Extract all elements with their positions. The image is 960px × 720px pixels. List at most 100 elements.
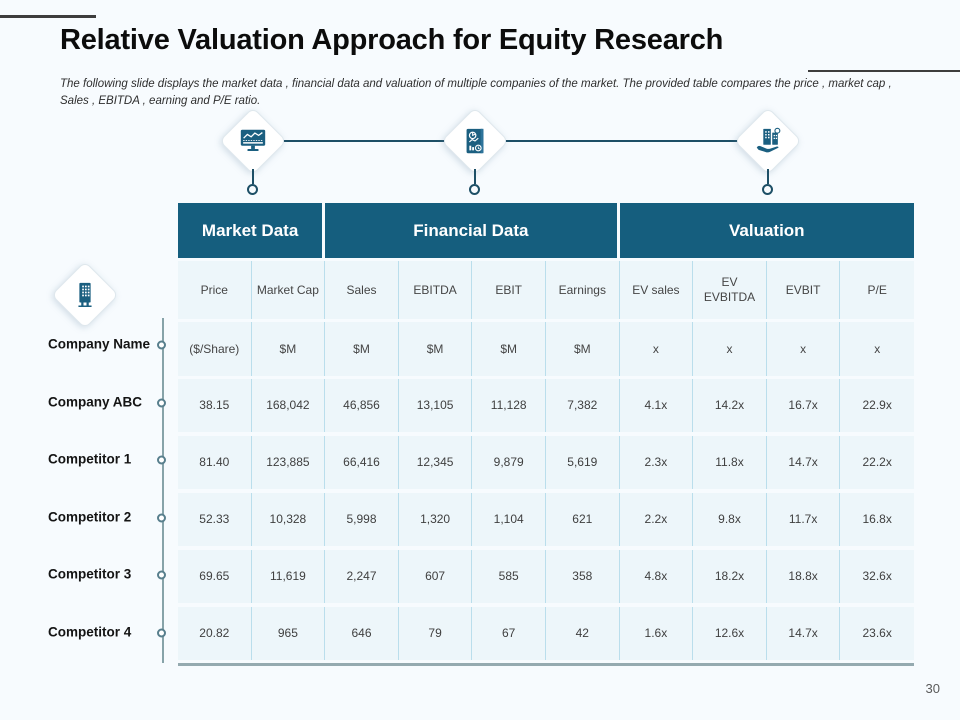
data-cell: 32.6x: [840, 550, 914, 603]
group-header-valuation: Valuation: [619, 203, 914, 258]
data-cell: 14.7x: [766, 436, 841, 489]
data-cell: 14.2x: [693, 379, 767, 432]
data-cell: 607: [398, 550, 473, 603]
row-label-competitor-2: Competitor 2: [48, 509, 132, 525]
row-label-company-abc: Company ABC: [48, 394, 143, 410]
market-data-drop-line: [252, 169, 254, 184]
row-label-company-name: Company Name: [48, 336, 151, 352]
valuation-table: Market Data Financial Data Valuation Price…: [178, 203, 914, 666]
market-data-icon: [240, 129, 266, 152]
rail-circle-company-abc: [157, 398, 166, 407]
table-units-row: ($/Share) $M $M $M $M $M x x x x: [178, 322, 914, 376]
column-header-price: Price: [178, 261, 252, 319]
column-header-earnings: Earnings: [545, 261, 620, 319]
unit-cell: x: [766, 322, 841, 376]
data-cell: 11,619: [251, 550, 326, 603]
table-row-competitor-4: 20.82 965 646 79 67 42 1.6x 12.6x 14.7x 23.6x: [178, 607, 914, 660]
data-cell: 9.8x: [693, 493, 767, 546]
data-cell: 18.2x: [693, 550, 767, 603]
company-diamond: [51, 261, 119, 329]
rail-circle-competitor-2: [157, 513, 166, 522]
row-label-competitor-1: Competitor 1: [48, 451, 132, 467]
table-row-competitor-3: 69.65 11,619 2,247 607 585 358 4.8x 18.2x 18.8x 3…: [178, 550, 914, 603]
data-cell: 5,998: [325, 493, 399, 546]
page-number: 30: [925, 681, 940, 696]
table-group-header-row: Market Data Financial Data Valuation: [178, 203, 914, 258]
company-rail-line: [162, 318, 164, 663]
column-header-ev-sales: EV sales: [619, 261, 694, 319]
valuation-drop-circle: [762, 184, 773, 195]
table-bottom-bar: [178, 663, 914, 666]
slide-subtitle: The following slide displays the market …: [60, 78, 892, 107]
unit-cell: ($/Share): [178, 322, 252, 376]
company-node: [51, 261, 119, 329]
data-cell: 12.6x: [693, 607, 767, 660]
data-cell: 4.1x: [619, 379, 694, 432]
market-data-node: [219, 107, 287, 195]
financial-data-diamond: [441, 107, 509, 175]
column-header-ebit: EBIT: [472, 261, 546, 319]
valuation-drop-line: [767, 169, 769, 184]
rail-circle-company-name: [157, 340, 166, 350]
data-cell: 16.8x: [840, 493, 914, 546]
financial-data-node: [441, 107, 509, 195]
group-header-financial-data: Financial Data: [325, 203, 620, 258]
top-accent-bar: [0, 15, 96, 18]
rail-circle-competitor-3: [157, 570, 166, 580]
unit-cell: $M: [398, 322, 473, 376]
unit-cell: $M: [472, 322, 546, 376]
data-cell: 7,382: [545, 379, 620, 432]
data-cell: 11.7x: [766, 493, 841, 546]
data-cell: 16.7x: [766, 379, 841, 432]
rail-circle-competitor-1: [157, 455, 166, 465]
table-body: 38.15 168,042 46,856 13,105 11,128 7,382 4.1x 1…: [178, 379, 914, 660]
unit-cell: $M: [251, 322, 326, 376]
unit-cell: $M: [545, 322, 620, 376]
data-cell: 66,416: [325, 436, 399, 489]
data-cell: 1.6x: [619, 607, 694, 660]
column-header-market-cap: Market Cap: [251, 261, 326, 319]
data-cell: 52.33: [178, 493, 252, 546]
table-row-competitor-2: 52.33 10,328 5,998 1,320 1,104 621 2.2x 9.8x 11.…: [178, 493, 914, 546]
company-building-icon: [78, 282, 92, 307]
table-column-header-row: Price Market Cap Sales EBITDA EBIT Earnings EV…: [178, 261, 914, 319]
table-row-company-abc: 38.15 168,042 46,856 13,105 11,128 7,382 4.1x 1…: [178, 379, 914, 432]
data-cell: 5,619: [545, 436, 620, 489]
data-cell: 2.3x: [619, 436, 694, 489]
data-cell: 123,885: [251, 436, 326, 489]
unit-cell: x: [840, 322, 914, 376]
market-data-drop-circle: [247, 184, 258, 195]
data-cell: 67: [472, 607, 546, 660]
data-cell: 81.40: [178, 436, 252, 489]
data-cell: 646: [325, 607, 399, 660]
table-row-competitor-1: 81.40 123,885 66,416 12,345 9,879 5,619 2.3x 11…: [178, 436, 914, 489]
data-cell: 4.8x: [619, 550, 694, 603]
unit-cell: x: [619, 322, 694, 376]
column-header-sales: Sales: [325, 261, 399, 319]
right-accent-line: [808, 70, 960, 72]
data-cell: 1,320: [398, 493, 473, 546]
data-cell: 13,105: [398, 379, 473, 432]
data-cell: 22.2x: [840, 436, 914, 489]
market-data-diamond: [219, 107, 287, 175]
data-cell: 358: [545, 550, 620, 603]
financial-report-icon: [466, 128, 484, 154]
data-cell: 20.82: [178, 607, 252, 660]
data-cell: 11,128: [472, 379, 546, 432]
data-cell: 2.2x: [619, 493, 694, 546]
valuation-diamond: [734, 107, 802, 175]
data-cell: 1,104: [472, 493, 546, 546]
data-cell: 42: [545, 607, 620, 660]
data-cell: 965: [251, 607, 326, 660]
row-label-competitor-4: Competitor 4: [48, 624, 132, 640]
column-header-ev-evbitda: EV EVBITDA: [693, 261, 767, 319]
data-cell: 46,856: [325, 379, 399, 432]
data-cell: 14.7x: [766, 607, 841, 660]
unit-cell: x: [693, 322, 767, 376]
financial-data-drop-circle: [469, 184, 480, 195]
data-cell: 22.9x: [840, 379, 914, 432]
data-cell: 69.65: [178, 550, 252, 603]
data-cell: 18.8x: [766, 550, 841, 603]
process-connector-line: [253, 140, 768, 142]
